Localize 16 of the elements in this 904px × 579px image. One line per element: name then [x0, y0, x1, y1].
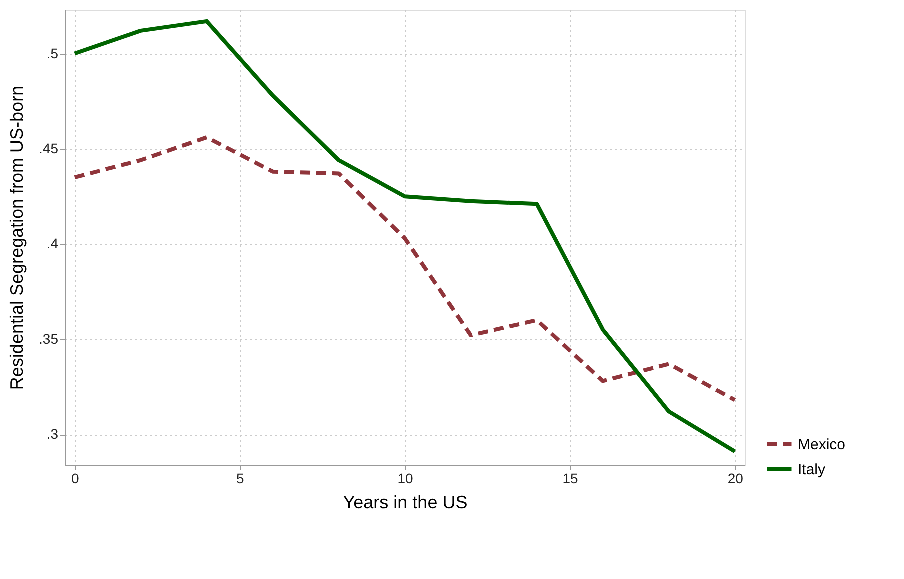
legend-label: Mexico: [798, 436, 846, 454]
x-tick-label: 5: [236, 470, 245, 486]
x-tick-label: 10: [398, 470, 414, 486]
y-tick-label: .45: [39, 140, 59, 156]
x-axis-title: Years in the US: [343, 492, 468, 512]
line-series: [72, 136, 738, 402]
y-tick-label: .5: [46, 45, 59, 62]
legend-label: Italy: [798, 462, 826, 478]
x-tick-label: 0: [72, 470, 80, 486]
x-tick-label: 15: [562, 470, 579, 486]
y-tick-label: .35: [39, 330, 59, 347]
y-tick-label: .3: [46, 426, 59, 442]
x-tick-label: 20: [728, 470, 744, 486]
y-axis-title: Residential Segregation from US-born: [7, 86, 28, 390]
line-series: [72, 19, 738, 454]
y-tick-label: .4: [46, 236, 59, 252]
